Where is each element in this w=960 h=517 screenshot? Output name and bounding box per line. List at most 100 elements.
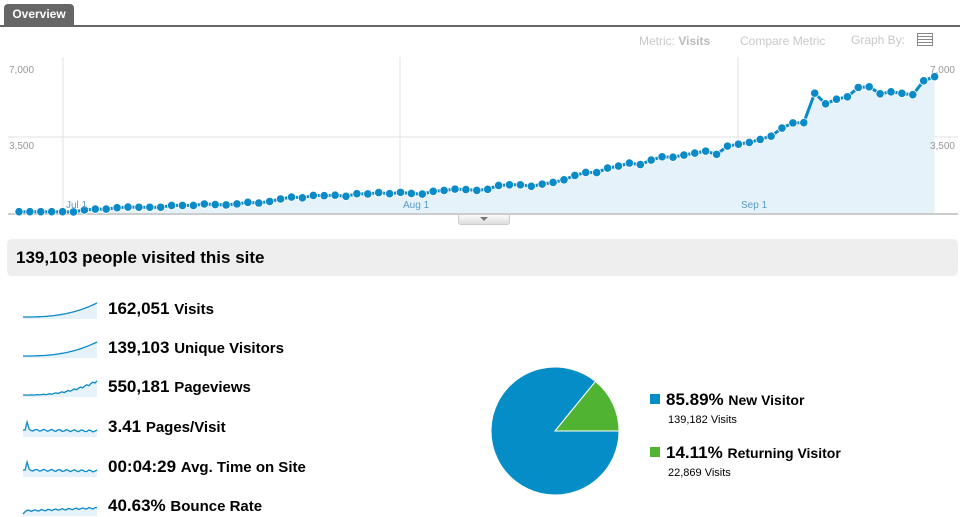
data-point[interactable] — [602, 163, 613, 173]
metric-value: 139,103 — [108, 338, 170, 357]
data-point[interactable] — [733, 139, 744, 149]
data-point[interactable] — [929, 72, 940, 82]
data-point[interactable] — [297, 193, 307, 203]
data-point[interactable] — [886, 87, 896, 97]
data-point[interactable] — [842, 92, 853, 102]
data-point[interactable] — [417, 189, 427, 199]
data-point[interactable] — [341, 191, 351, 201]
data-point[interactable] — [145, 202, 155, 212]
data-point[interactable] — [308, 190, 318, 201]
data-point[interactable] — [526, 181, 536, 191]
data-point[interactable] — [711, 149, 722, 159]
data-point[interactable] — [188, 200, 198, 210]
data-point[interactable] — [395, 187, 406, 197]
data-point[interactable] — [581, 167, 591, 177]
data-point[interactable] — [210, 199, 220, 210]
data-point[interactable] — [167, 200, 177, 210]
data-point[interactable] — [352, 189, 362, 199]
data-point[interactable] — [690, 148, 700, 158]
data-point[interactable] — [57, 207, 68, 217]
chart-resize-handle[interactable] — [458, 215, 510, 225]
data-point[interactable] — [36, 207, 46, 217]
data-point[interactable] — [374, 187, 384, 198]
data-point[interactable] — [275, 194, 286, 204]
pie-slice-returning-visitor[interactable] — [553, 380, 620, 432]
data-point[interactable] — [483, 184, 493, 194]
data-point[interactable] — [79, 205, 90, 215]
data-point[interactable] — [461, 184, 471, 195]
data-point[interactable] — [450, 184, 460, 194]
metric-selector[interactable]: Metric: Visits — [639, 34, 710, 48]
data-point[interactable] — [744, 137, 754, 148]
data-point[interactable] — [548, 177, 558, 187]
data-point[interactable] — [177, 200, 188, 210]
tab-overview[interactable]: Overview — [4, 4, 74, 25]
data-point[interactable] — [286, 192, 297, 202]
data-point[interactable] — [613, 161, 624, 171]
data-point[interactable] — [112, 203, 122, 213]
data-point[interactable] — [68, 207, 79, 217]
y-tick-label-right: 7,000 — [930, 65, 955, 76]
data-point[interactable] — [101, 204, 111, 214]
data-point[interactable] — [722, 141, 733, 151]
data-point[interactable] — [820, 99, 831, 109]
data-point[interactable] — [624, 158, 635, 168]
data-point[interactable] — [635, 159, 645, 170]
metric-value: 550,181 — [108, 377, 170, 396]
data-point[interactable] — [515, 180, 526, 190]
data-point[interactable] — [243, 197, 253, 207]
visits-line-chart: 7,000 7,000 3,500 3,500 Jul 1 Aug 1 Sep 1 — [8, 57, 958, 217]
data-point[interactable] — [221, 200, 231, 210]
data-point[interactable] — [701, 146, 711, 156]
data-point[interactable] — [134, 202, 144, 212]
data-point[interactable] — [265, 196, 275, 207]
data-point[interactable] — [919, 76, 929, 86]
metric-value: 40.63% — [108, 496, 166, 515]
data-point[interactable] — [363, 189, 373, 199]
data-point[interactable] — [559, 175, 569, 185]
data-point[interactable] — [156, 202, 166, 212]
data-point[interactable] — [646, 155, 656, 165]
metric-prefix: Metric: — [639, 34, 675, 48]
data-point[interactable] — [47, 207, 57, 217]
data-point[interactable] — [570, 170, 580, 181]
data-point[interactable] — [25, 207, 35, 217]
data-point[interactable] — [319, 191, 329, 201]
data-point[interactable] — [810, 88, 820, 98]
data-point[interactable] — [232, 199, 242, 209]
data-point[interactable] — [330, 190, 340, 200]
data-point[interactable] — [384, 189, 395, 199]
data-point[interactable] — [406, 188, 416, 199]
legend-visits: 22,869 Visits — [668, 467, 731, 479]
data-point[interactable] — [679, 150, 689, 160]
list-icon[interactable] — [917, 33, 933, 46]
data-point[interactable] — [14, 207, 24, 217]
data-point[interactable] — [875, 89, 885, 99]
data-point[interactable] — [592, 168, 602, 178]
data-point[interactable] — [908, 90, 918, 100]
data-point[interactable] — [657, 152, 667, 162]
data-point[interactable] — [254, 198, 264, 208]
data-point[interactable] — [777, 123, 787, 133]
data-point[interactable] — [755, 134, 765, 144]
data-point[interactable] — [439, 185, 449, 196]
data-point[interactable] — [864, 82, 874, 92]
data-point[interactable] — [428, 186, 438, 196]
data-point[interactable] — [199, 199, 209, 209]
data-point[interactable] — [537, 179, 547, 189]
data-point[interactable] — [766, 131, 776, 141]
data-point[interactable] — [853, 82, 863, 93]
data-point[interactable] — [472, 185, 482, 196]
data-point[interactable] — [831, 94, 842, 104]
data-point[interactable] — [788, 118, 798, 128]
y-tick-label-left: 7,000 — [9, 65, 34, 76]
data-point[interactable] — [897, 88, 907, 98]
compare-metric-button[interactable]: Compare Metric — [740, 34, 826, 48]
data-point[interactable] — [668, 152, 678, 162]
data-point[interactable] — [90, 204, 100, 214]
legend-swatch-returning — [650, 447, 660, 457]
data-point[interactable] — [504, 180, 515, 190]
data-point[interactable] — [799, 118, 809, 128]
data-point[interactable] — [493, 180, 504, 191]
data-point[interactable] — [123, 202, 133, 212]
